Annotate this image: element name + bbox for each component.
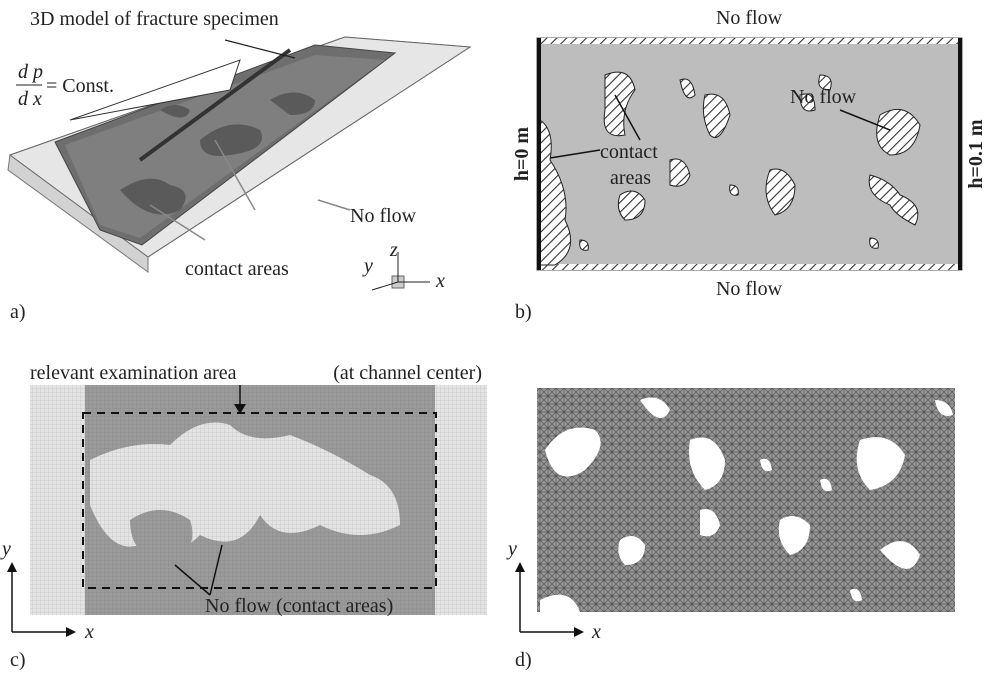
- figure-shape: [66, 627, 76, 637]
- panel-label: b): [515, 301, 532, 323]
- no-flow: No flow: [350, 205, 417, 227]
- gradient-numerator: d p: [18, 61, 43, 83]
- axis-x: x: [84, 621, 94, 643]
- no-flow: No flow (contact areas): [205, 595, 393, 617]
- figure-shape: [537, 38, 962, 44]
- figure-shape: [574, 627, 584, 637]
- gradient-equals: = Const.: [46, 75, 114, 97]
- axis-y: y: [362, 255, 373, 277]
- axis-z: z: [389, 239, 398, 261]
- title: 3D model of fracture specimen: [30, 8, 279, 30]
- contact-label: contact: [600, 141, 658, 163]
- figure-shape: [225, 40, 295, 58]
- title: relevant examination area: [30, 362, 237, 384]
- axis-y: y: [0, 538, 11, 560]
- h-left: h=0 m: [511, 127, 533, 182]
- axis-x: x: [435, 270, 445, 292]
- contact-areas: contact areas: [185, 258, 289, 280]
- axis-x: x: [591, 621, 601, 643]
- panel-c: relevant examination area (at channel ce…: [0, 362, 487, 671]
- panel-label: a): [10, 301, 26, 323]
- panel-label: d): [515, 649, 532, 671]
- panel-b: No flow No flow No flow contact areas h=…: [511, 7, 987, 323]
- figure-shape: [515, 562, 525, 572]
- panel-label: c): [10, 649, 26, 671]
- areas-label: areas: [610, 167, 651, 189]
- no-flow-top: No flow: [716, 7, 783, 29]
- figure-shape: [7, 562, 17, 572]
- note: (at channel center): [333, 362, 482, 384]
- panel-d: y x d): [506, 388, 955, 671]
- figure-shape: [537, 264, 962, 270]
- figure-shape: [537, 388, 955, 612]
- figure: 3D model of fracture specimen d p d x = …: [0, 0, 987, 675]
- axis-y: y: [506, 538, 517, 560]
- h-right: h=0.1 m: [965, 119, 987, 189]
- no-flow-right: No flow: [790, 86, 857, 108]
- panel-a: 3D model of fracture specimen d p d x = …: [8, 8, 470, 323]
- gradient-denominator: d x: [18, 88, 42, 110]
- figure-shape: [318, 200, 350, 210]
- no-flow-bottom: No flow: [716, 278, 783, 300]
